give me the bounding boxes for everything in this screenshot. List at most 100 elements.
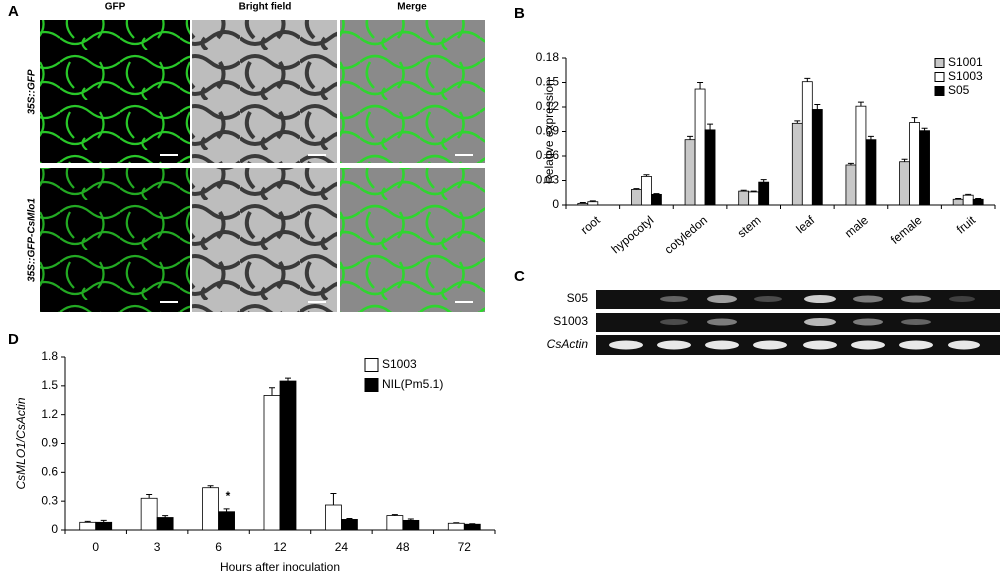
legend-swatch: [934, 72, 945, 82]
error-bar: [750, 190, 757, 192]
bar: [263, 395, 281, 531]
image: [40, 20, 190, 163]
bar: [855, 105, 867, 206]
x-tick-label: stem: [735, 213, 764, 240]
legend-label: S1001: [948, 55, 983, 69]
bar: [140, 497, 158, 531]
bar: [919, 130, 930, 206]
y-tick-label: 0.03: [536, 173, 560, 187]
error-bar: [285, 377, 291, 382]
x-tick-label: 6: [215, 540, 222, 554]
error-bar: [901, 158, 908, 162]
error-bar: [223, 508, 230, 512]
error-bar: [391, 514, 398, 516]
legend-label: S05: [948, 83, 970, 97]
y-tick-label: 0.18: [536, 50, 560, 64]
image: [192, 168, 337, 312]
row-label: 35S::GFP-CsMlo1: [27, 198, 38, 282]
error-bar: [407, 518, 414, 521]
error-bar: [84, 520, 91, 523]
error-bar: [814, 104, 821, 110]
error-bar: [653, 193, 660, 195]
row-label: 35S::GFP: [27, 69, 38, 114]
gel: [596, 290, 1000, 355]
error-bar: [857, 101, 864, 107]
y-tick-label: 0.09: [536, 124, 560, 138]
panel-label: A: [8, 3, 19, 20]
bar: [972, 198, 984, 206]
x-tick-label: 72: [458, 540, 472, 554]
gel-row-label: S1003: [553, 314, 588, 328]
x-tick-label: cotyledon: [662, 213, 710, 257]
y-tick-label: 0.12: [536, 99, 560, 113]
y-tick-label: 1.2: [41, 407, 58, 421]
x-tick-label: fruit: [954, 213, 979, 237]
bar: [386, 515, 404, 531]
bar: [641, 176, 652, 206]
error-bar: [100, 519, 107, 523]
panel-label: B: [514, 5, 525, 22]
error-bar: [847, 162, 854, 165]
bar: [577, 202, 589, 206]
error-bar: [633, 188, 640, 190]
y-tick-label: 0.15: [536, 75, 560, 89]
bar: [631, 189, 642, 206]
bar: [801, 81, 813, 206]
x-tick-label: leaf: [793, 213, 817, 237]
bar: [704, 129, 716, 206]
y-axis-label: CsMLO1/CsActin: [14, 397, 28, 489]
bar: [202, 487, 219, 531]
x-tick-label: 48: [396, 540, 410, 554]
error-bar: [867, 135, 874, 140]
legend-label: S1003: [948, 69, 983, 83]
bar: [325, 504, 342, 531]
y-tick-label: 0: [552, 197, 559, 211]
error-bar: [975, 197, 982, 200]
y-tick-label: 0.9: [41, 436, 58, 450]
x-tick-label: root: [578, 213, 603, 237]
error-bar: [911, 117, 918, 123]
bar: [962, 194, 974, 206]
error-bar: [687, 135, 694, 140]
error-bar: [740, 189, 747, 192]
error-bar: [346, 517, 353, 520]
micrographs: [40, 20, 485, 312]
legend-swatch: [364, 378, 379, 392]
bar: [587, 201, 599, 206]
bar: [218, 511, 235, 531]
error-bar: [760, 179, 767, 183]
y-tick-label: 0.3: [41, 493, 58, 507]
x-tick-label: male: [842, 213, 871, 241]
x-tick-label: female: [888, 213, 925, 247]
bar: [402, 519, 420, 531]
error-bar: [146, 493, 153, 499]
error-bar: [965, 193, 972, 196]
error-bar: [207, 485, 214, 488]
x-tick-label: 0: [92, 540, 99, 554]
y-tick-label: 0: [51, 522, 58, 536]
x-tick-label: hypocotyl: [609, 213, 657, 256]
bar: [845, 164, 857, 206]
bar: [791, 122, 803, 206]
column-header: Merge: [397, 2, 427, 13]
legend-label: NIL(Pm5.1): [382, 377, 443, 391]
column-header: GFP: [105, 2, 126, 13]
error-bar: [579, 202, 586, 204]
image: [40, 168, 190, 312]
error-bar: [162, 515, 169, 518]
y-tick-label: 0.6: [41, 465, 58, 479]
bar: [899, 161, 910, 206]
y-tick-label: 0.06: [536, 148, 560, 162]
x-tick-label: 3: [154, 540, 161, 554]
error-bar: [921, 127, 928, 131]
image: [340, 20, 485, 163]
legend-label: S1003: [382, 357, 417, 371]
panel-label: C: [514, 268, 525, 285]
error-bar: [269, 387, 275, 396]
error-bar: [697, 82, 704, 90]
gel-row-label: S05: [567, 291, 589, 305]
panel-label: D: [8, 331, 19, 348]
bar: [95, 521, 113, 531]
gel-row-label: CsActin: [547, 337, 589, 351]
